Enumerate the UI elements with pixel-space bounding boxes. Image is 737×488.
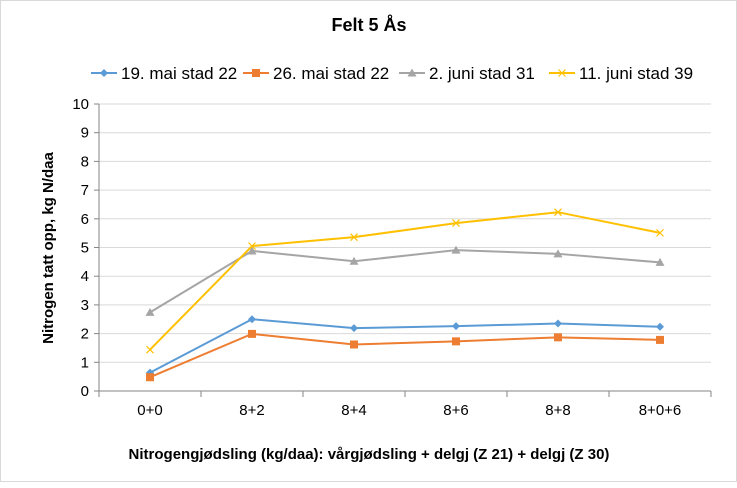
y-tick-label: 5 (81, 240, 89, 257)
y-axis-label: Nitrogen tatt opp, kg N/daa (40, 152, 57, 344)
data-point (349, 256, 359, 265)
y-tick-label: 0 (81, 383, 89, 400)
y-tick-label: 7 (81, 182, 89, 199)
data-point (554, 208, 562, 217)
data-point (451, 245, 461, 254)
data-point (452, 322, 460, 331)
y-tick-label: 1 (81, 354, 89, 371)
series-line (149, 249, 661, 314)
x-tick-label: 8+4 (341, 402, 366, 419)
series-19-mai-stad-22 (146, 315, 664, 377)
gridlines (99, 103, 711, 363)
y-tick-label: 4 (81, 268, 89, 285)
data-point (656, 322, 664, 331)
data-point (656, 228, 664, 237)
data-point (146, 373, 154, 382)
data-point (146, 345, 154, 354)
data-point (452, 337, 460, 346)
x-tick-label: 8+2 (239, 402, 264, 419)
legend-label: 26. mai stad 22 (273, 64, 389, 83)
series-2-juni-stad-31 (145, 245, 665, 316)
x-axis-label: Nitrogengjødsling (kg/daa): vårgjødsling… (129, 446, 610, 463)
y-tick-label: 10 (72, 96, 89, 113)
data-point (248, 242, 256, 250)
x-tick-label: 8+8 (545, 402, 570, 419)
data-point (350, 340, 358, 349)
series-line (149, 318, 661, 374)
data-point (407, 68, 417, 77)
legend-label: 2. juni stad 31 (429, 64, 535, 83)
data-point (554, 319, 562, 328)
series-line (149, 211, 661, 351)
legend: 19. mai stad 22 26. mai stad 22 2. juni st… (91, 64, 693, 83)
series-line (149, 332, 661, 379)
data-point (452, 219, 460, 228)
data-point (553, 249, 563, 258)
data-point (248, 329, 256, 338)
data-point (248, 315, 256, 324)
y-tick-label: 3 (81, 297, 89, 314)
axes: 0 1 2 3 4 5 6 7 8 9 10 0+0 8+2 8+4 8+6 8+8 8+0+6 (72, 96, 712, 419)
series-26-mai-stad-22 (146, 329, 664, 382)
legend-item: 26. mai stad 22 (243, 64, 389, 83)
series-group (145, 208, 665, 382)
data-point (350, 324, 358, 333)
y-tick-label: 2 (81, 326, 89, 343)
legend-item: 2. juni stad 31 (399, 64, 535, 83)
legend-item: 11. juni stad 39 (549, 64, 693, 83)
data-point (655, 257, 665, 266)
x-tick-label: 0+0 (137, 402, 162, 419)
y-tick-label: 6 (81, 211, 89, 228)
legend-label: 19. mai stad 22 (121, 64, 237, 83)
y-tick-label: 9 (81, 125, 89, 142)
data-point (350, 233, 358, 242)
x-tick-label: 8+0+6 (639, 402, 682, 419)
x-tick-label: 8+6 (443, 402, 468, 419)
chart-title: Felt 5 Ås (331, 15, 406, 35)
data-point (100, 69, 108, 77)
legend-label: 11. juni stad 39 (579, 64, 693, 83)
data-point (247, 246, 257, 255)
data-point (554, 333, 562, 342)
legend-item: 19. mai stad 22 (91, 64, 237, 83)
data-point (145, 307, 155, 316)
data-point (656, 335, 664, 344)
series-11-juni-stad-39 (146, 208, 664, 354)
data-point (558, 69, 566, 77)
data-point (252, 69, 260, 77)
y-tick-label: 8 (81, 153, 89, 170)
